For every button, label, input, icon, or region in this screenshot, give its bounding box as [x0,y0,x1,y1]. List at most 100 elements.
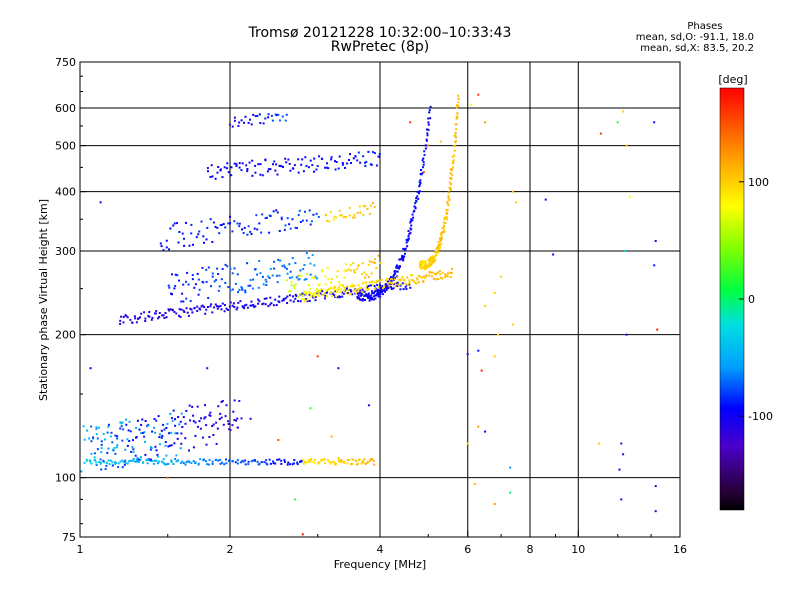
echo-point [153,459,156,462]
echo-point [188,404,191,407]
echo-point [416,277,419,280]
echo-point [236,417,239,420]
echo-point [238,162,241,165]
echo-point [433,256,436,259]
echo-point [229,429,232,432]
echo-point [447,204,450,207]
echo-point [125,423,128,426]
echo-point [269,303,272,306]
echo-point [409,231,412,234]
echo-point [366,460,369,463]
echo-point [616,121,619,124]
echo-point [128,440,131,442]
echo-point [302,170,305,173]
echo-point [349,153,351,156]
echo-point [299,460,301,463]
echo-point [422,157,425,160]
echo-point [293,164,296,167]
echo-point [103,461,106,464]
echo-point [217,459,220,462]
echo-point [386,277,389,280]
echo-point [419,179,422,182]
echo-point [408,280,411,283]
echo-point [355,268,358,270]
echo-point [439,237,441,240]
echo-point [359,287,362,289]
echo-point [349,463,352,466]
echo-point [367,284,370,287]
echo-point [330,291,333,294]
echo-point [422,166,424,169]
echo-point [443,230,446,233]
echo-point [158,436,161,439]
echo-point [288,162,291,165]
y-tick-label: 400 [55,186,76,199]
echo-point [440,276,443,279]
echo-point [371,261,374,264]
echo-point [187,460,190,463]
echo-point [454,131,457,134]
echo-point [168,309,171,312]
echo-point [254,268,257,271]
echo-point [211,311,214,314]
echo-point [156,455,159,458]
echo-point [305,219,308,222]
echo-point [336,291,339,293]
echo-point [426,128,428,131]
echo-point [407,239,410,242]
echo-point [300,460,303,463]
echo-point [428,261,431,264]
echo-point [412,216,415,219]
echo-point [310,458,312,461]
echo-point [111,448,114,451]
echo-point [380,291,383,293]
echo-point [180,412,183,415]
echo-point [390,288,393,290]
echo-point [310,220,313,223]
echo-point [360,286,363,289]
echo-point [446,200,449,203]
echo-point [162,423,165,426]
echo-point [185,307,188,310]
echo-point [238,400,241,402]
echo-point [252,113,255,116]
echo-point [93,452,96,455]
echo-point [277,113,280,116]
echo-point [121,466,124,469]
echo-point [135,436,137,439]
echo-point [286,302,289,304]
echo-point [173,222,176,225]
echo-point [244,115,247,118]
echo-point [209,218,212,221]
echo-point [291,276,294,279]
echo-point [206,367,209,370]
echo-point [114,434,117,437]
echo-point [183,237,185,240]
echo-point [418,180,421,183]
echo-point [298,293,301,296]
echo-point [126,462,129,465]
echo-point [280,216,283,219]
echo-point [177,241,180,244]
echo-point [373,261,376,264]
echo-point [369,284,372,287]
echo-point [356,296,359,298]
echo-point [149,458,152,461]
echo-point [653,264,656,267]
echo-point [254,115,257,118]
echo-point [316,355,319,358]
echo-point [203,306,206,309]
echo-point [196,425,199,428]
echo-point [422,280,425,283]
echo-point [305,252,308,255]
echo-point [155,459,158,462]
echo-point [233,116,236,119]
echo-point [430,257,433,260]
echo-point [654,485,657,488]
echo-point [249,304,252,307]
echo-point [147,459,150,461]
echo-point [403,255,406,258]
echo-point [321,270,324,273]
echo-point [167,308,170,311]
echo-point [362,213,365,216]
